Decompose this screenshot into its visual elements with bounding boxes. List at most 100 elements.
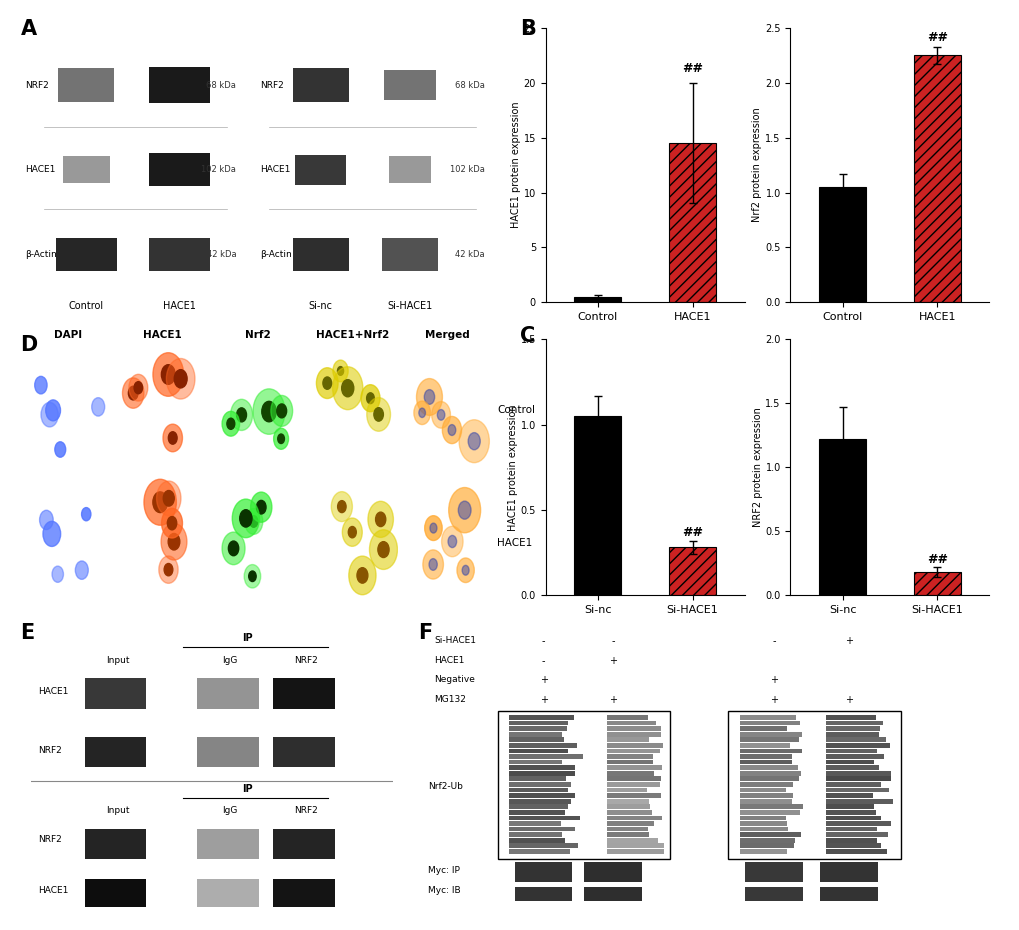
Bar [606,715,647,720]
Text: Merged: Merged [425,329,469,339]
Bar [273,879,334,910]
Bar [739,816,785,820]
Bar [819,887,877,901]
Text: Si-HACE1: Si-HACE1 [434,636,476,645]
Text: HACE1+Nrf2: HACE1+Nrf2 [316,329,388,339]
Circle shape [369,530,397,569]
Bar [508,810,565,815]
Bar [508,849,569,854]
Bar [508,743,576,748]
Point [321,792,333,804]
Text: Myc: IP: Myc: IP [428,866,460,875]
Circle shape [441,526,463,557]
Text: 42 kDa: 42 kDa [454,250,484,259]
Bar [668,548,715,595]
Bar [825,771,891,776]
Bar [273,829,334,859]
Circle shape [251,492,272,523]
Bar [58,69,114,101]
Text: IgG: IgG [222,806,237,816]
Circle shape [167,516,176,530]
Bar [606,827,647,831]
Point [263,204,275,215]
Bar [739,793,792,798]
Text: 42 kDa: 42 kDa [207,250,236,259]
Circle shape [316,367,337,399]
Circle shape [82,508,91,521]
Circle shape [161,509,182,538]
Bar [508,749,568,753]
Text: NRF2: NRF2 [293,656,317,665]
Bar [825,844,880,848]
Circle shape [253,389,284,434]
Bar [739,754,791,759]
Circle shape [448,487,480,533]
Bar [606,793,660,798]
Bar [819,862,877,882]
Bar [825,816,879,820]
Bar [825,777,890,781]
Circle shape [277,434,284,444]
Text: β-Actin: β-Actin [25,250,57,259]
Circle shape [368,501,393,538]
Text: -: - [541,656,545,666]
Bar [508,771,574,776]
Circle shape [43,522,60,547]
Text: HACE1: HACE1 [38,687,68,697]
Circle shape [75,561,89,579]
Circle shape [459,419,489,463]
Text: Control: Control [496,405,535,416]
Bar [508,832,561,837]
Text: IgG: IgG [222,656,237,665]
Bar [745,887,802,901]
Bar [508,760,561,764]
Circle shape [361,385,380,412]
Circle shape [357,567,368,583]
Circle shape [159,556,178,583]
Bar [825,788,888,792]
Bar [606,782,659,787]
Circle shape [164,564,172,576]
Text: F: F [418,623,432,644]
Bar [739,810,799,815]
Circle shape [429,559,437,570]
Bar [825,804,873,809]
Circle shape [166,358,195,399]
Circle shape [128,386,138,400]
Bar [606,838,657,843]
Y-axis label: HACE1 protein expression: HACE1 protein expression [511,101,520,229]
Circle shape [414,401,430,425]
Bar [739,838,794,843]
Circle shape [236,408,247,422]
Text: +: + [845,695,852,705]
Bar [584,862,641,882]
Text: +: + [845,636,852,646]
Bar [606,737,649,742]
Text: ##: ## [682,525,702,538]
Y-axis label: HACE1 protein expression: HACE1 protein expression [507,404,518,531]
Point [220,204,232,215]
Bar [825,849,886,854]
Bar [825,743,889,748]
Bar [85,678,147,709]
Circle shape [144,479,176,525]
Text: Nrf2-Ub: Nrf2-Ub [428,782,463,791]
Text: -: - [610,636,614,646]
Bar [606,726,660,731]
Bar [825,793,872,798]
Bar [818,439,865,595]
Text: -: - [771,636,775,646]
Text: NRF2: NRF2 [293,806,317,816]
Bar [606,765,661,770]
Bar [668,143,715,302]
Bar [574,297,621,302]
Text: +: + [769,675,777,685]
Circle shape [122,378,144,408]
Circle shape [416,379,442,416]
Circle shape [228,541,238,556]
Text: D: D [20,335,38,355]
Bar [508,715,573,720]
Point [176,642,189,653]
Bar [515,862,572,882]
Circle shape [424,516,442,540]
